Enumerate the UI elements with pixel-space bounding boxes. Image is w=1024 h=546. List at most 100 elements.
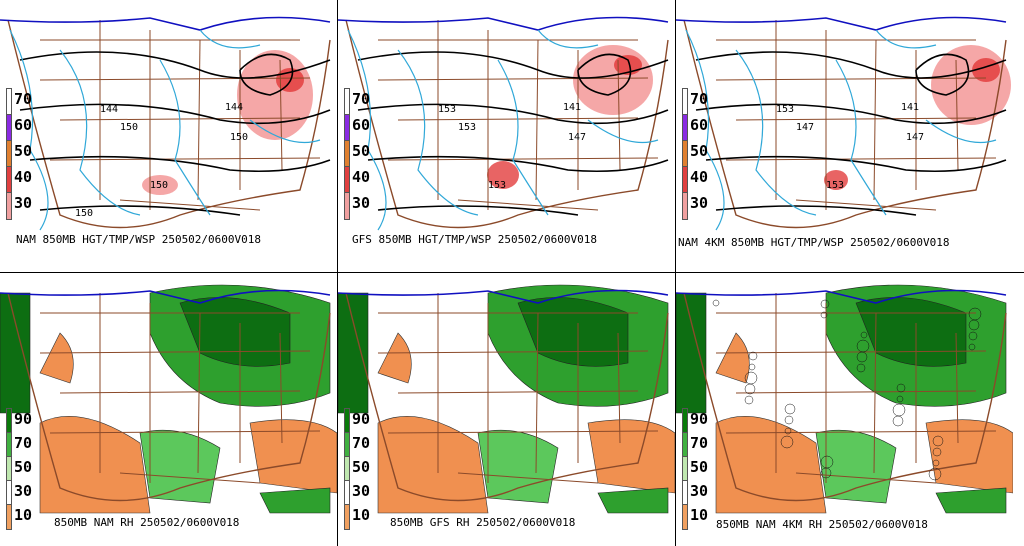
rh-moist-region [259, 487, 331, 514]
rh-contour-blob [780, 435, 794, 449]
rh-dry-region [377, 332, 412, 384]
coastline [7, 292, 331, 502]
state-line [725, 430, 997, 434]
state-line [49, 430, 321, 434]
state-line [377, 77, 649, 81]
height-value-label: 153 [438, 104, 456, 115]
legend-swatch [682, 192, 688, 220]
state-line [955, 332, 959, 444]
temperature-contours [9, 29, 321, 231]
rh-contour-blob [860, 331, 868, 339]
rh-contour-blob [784, 403, 796, 415]
height-contour [357, 103, 669, 125]
legend-swatch [6, 88, 12, 116]
height-contour [39, 205, 241, 216]
temperature-contour [397, 49, 479, 216]
height-contour [705, 155, 1007, 173]
rh-dry-region [39, 416, 151, 514]
height-value-label: 153 [776, 104, 794, 115]
rh-contour-blob [784, 415, 794, 425]
canada-border [0, 289, 331, 304]
legend-swatch [6, 114, 12, 142]
state-line [873, 312, 877, 474]
panel-caption: GFS 850MB HGT/TMP/WSP 250502/0600V018 [352, 233, 598, 246]
legend-tick-label: 90 [352, 410, 371, 428]
rh-contour-blob [748, 351, 758, 361]
state-borders [39, 20, 321, 211]
rh-legend: 90 70 50 30 10 [344, 408, 374, 530]
height-contours [357, 51, 669, 216]
rh-moist-region [597, 487, 669, 514]
state-line [617, 59, 621, 171]
legend-swatch [344, 504, 350, 530]
legend-tick-label: 70 [14, 90, 33, 108]
rh-contour-blob [856, 363, 866, 373]
rh-dry-region [715, 332, 750, 384]
wind-speed-shading [142, 175, 178, 195]
temperature-contour [587, 119, 659, 144]
nam4km-850mb-hgt-panel: 153 147 147 153 141 70 60 50 40 30 NAM 4KM 850MB… [676, 0, 1013, 272]
state-line [197, 312, 201, 474]
temperature-contour [199, 29, 261, 49]
legend-swatch [682, 408, 688, 434]
state-line [715, 77, 987, 81]
state-line [725, 157, 997, 161]
rh-moist-region [477, 429, 559, 504]
nam4km-850mb-rh-panel: 90 70 50 30 10 850MB NAM 4KM RH 250502/0600V… [676, 273, 1013, 546]
height-value-label: 153 [488, 180, 506, 191]
rh-contour-blob [932, 447, 942, 457]
legend-swatch [6, 140, 12, 168]
state-line [535, 39, 539, 201]
coastline [345, 19, 669, 229]
legend-swatch [344, 432, 350, 458]
state-borders [715, 293, 997, 484]
height-contour [695, 51, 1007, 79]
state-line [49, 157, 321, 161]
state-line [535, 312, 539, 474]
panel-caption: 850MB NAM RH 250502/0600V018 [54, 516, 240, 529]
legend-swatch [344, 88, 350, 116]
rh-contour-blob [820, 467, 832, 479]
state-line [39, 77, 311, 81]
wind-speed-shading [573, 45, 653, 115]
height-contour [19, 103, 331, 125]
rh-contour-blob [820, 299, 830, 309]
height-value-label: 141 [901, 102, 919, 113]
panel-caption: NAM 4KM 850MB HGT/TMP/WSP 250502/0600V01… [678, 236, 950, 249]
rh-moist-region [338, 292, 369, 414]
legend-tick-label: 30 [690, 482, 709, 500]
state-line [795, 199, 937, 211]
rh-contour-blob [744, 383, 756, 395]
legend-tick-label: 50 [14, 142, 33, 160]
rh-contour-blob [968, 343, 976, 351]
rh-contour-blob [744, 395, 754, 405]
legend-swatch [682, 140, 688, 168]
legend-tick-label: 90 [14, 410, 33, 428]
gfs-850mb-rh-panel: 90 70 50 30 10 850MB GFS RH 250502/0600V018 [338, 273, 675, 546]
height-contour [367, 155, 669, 173]
legend-tick-label: 30 [352, 482, 371, 500]
state-line [457, 199, 599, 211]
rh-contour-blob [712, 299, 720, 307]
rh-moist-region [815, 429, 897, 504]
state-line [279, 59, 283, 171]
legend-tick-label: 70 [690, 90, 709, 108]
legend-swatch [682, 480, 688, 506]
legend-swatch [344, 114, 350, 142]
legend-swatch [682, 456, 688, 482]
temperature-contour [159, 59, 211, 216]
state-line [197, 39, 201, 201]
state-line [279, 332, 283, 444]
gfs-850mb-hgt-panel: 153 153 147 153 141 70 60 50 40 30 GFS 850MB HGT… [338, 0, 675, 272]
legend-swatch [344, 140, 350, 168]
temperature-contour [347, 29, 387, 231]
rh-dry-region [925, 419, 1013, 494]
legend-tick-label: 40 [352, 168, 371, 186]
legend-tick-label: 40 [690, 168, 709, 186]
wind-speed-legend: 70 60 50 40 30 [344, 88, 374, 220]
height-value-label: 150 [120, 122, 138, 133]
rh-dry-region [715, 416, 827, 514]
height-value-label: 147 [906, 132, 924, 143]
